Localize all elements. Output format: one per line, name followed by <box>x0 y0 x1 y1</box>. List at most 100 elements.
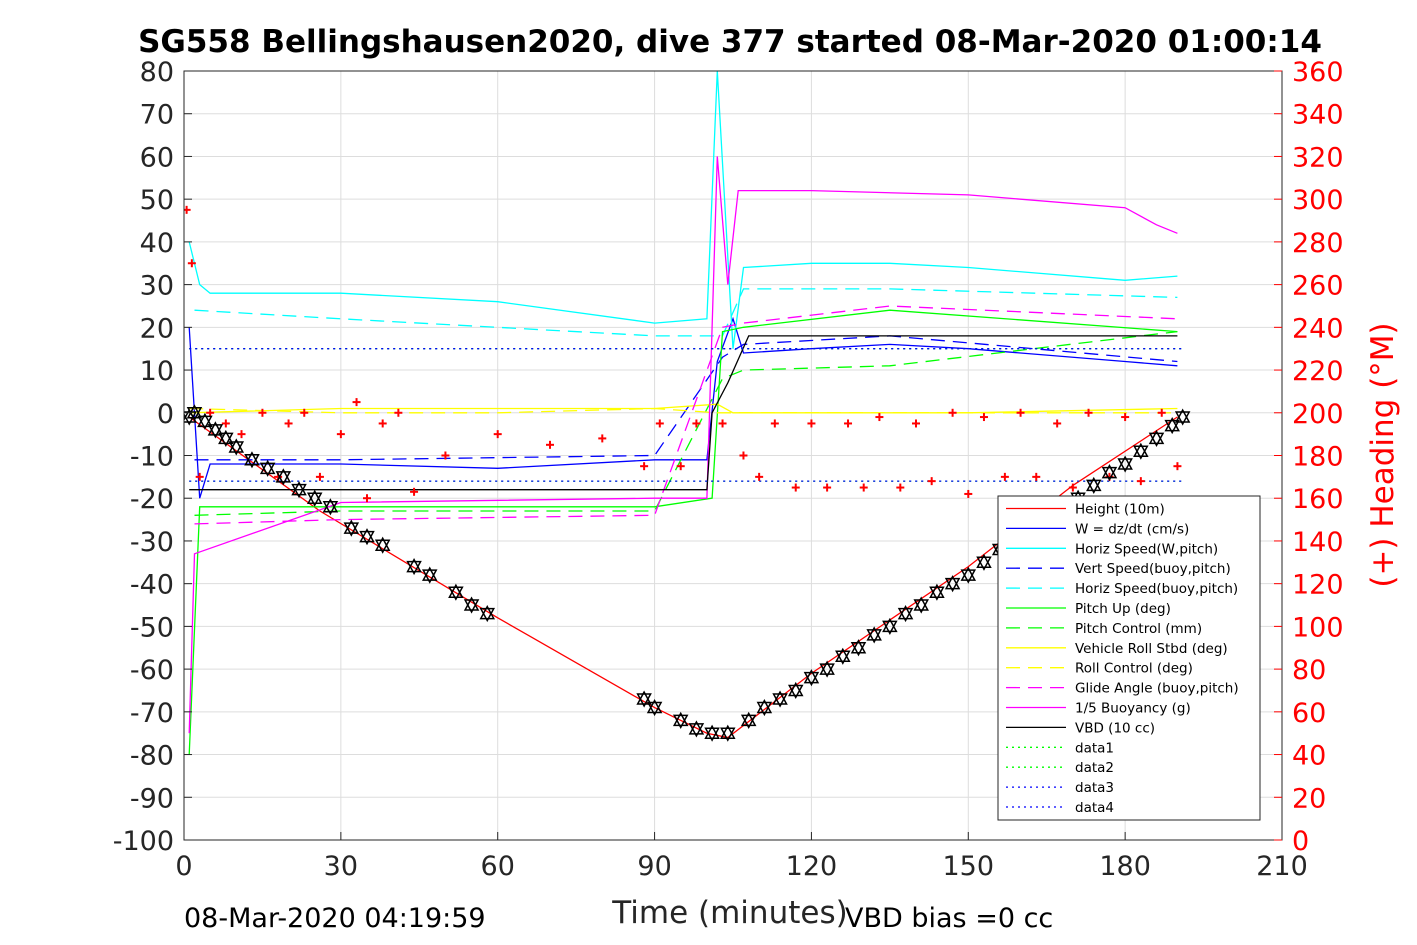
y-right-tick-label: 300 <box>1292 185 1344 216</box>
y-right-tick-label: 20 <box>1292 783 1326 814</box>
depth-point-marker <box>850 639 867 657</box>
depth-point-marker <box>291 481 307 499</box>
depth-point-marker <box>359 528 375 546</box>
depth-point-marker <box>646 698 663 717</box>
y-right-tick-label: 260 <box>1292 271 1344 302</box>
heading-point <box>927 477 936 486</box>
y-axis-right-ticks: 3603403203002802602402202001801601401201… <box>1274 57 1344 857</box>
depth-point-marker <box>259 459 276 477</box>
y-tick-label: 70 <box>140 100 174 131</box>
depth-point-marker <box>479 604 496 623</box>
depth-point-marker <box>1164 417 1180 435</box>
heading-point <box>948 408 957 417</box>
heading-point <box>195 472 204 481</box>
depth-point-marker <box>756 698 773 717</box>
y-tick-label: -40 <box>130 570 174 601</box>
heading-point <box>912 419 920 428</box>
heading-point <box>692 419 701 428</box>
legend-label: Pitch Control (mm) <box>1075 621 1202 637</box>
heading-point <box>875 413 884 422</box>
heading-point <box>640 462 649 471</box>
y-tick-label: 80 <box>140 57 174 88</box>
depth-point-marker <box>672 711 689 729</box>
y-right-tick-label: 120 <box>1292 570 1344 601</box>
legend-label: VBD (10 cc) <box>1075 720 1155 736</box>
legend-label: Roll Control (deg) <box>1075 661 1193 677</box>
heading-point <box>258 408 267 417</box>
depth-point-marker <box>929 583 945 601</box>
heading-point <box>221 419 230 428</box>
heading-point <box>1068 483 1077 492</box>
depth-point-marker <box>976 553 992 571</box>
heading-point <box>1136 477 1145 486</box>
heading-point <box>206 408 215 417</box>
y-right-tick-label: 160 <box>1292 484 1344 515</box>
series-line-pitch-up-deg <box>188 309 1178 755</box>
series-line-1-5-buoyancy-g <box>188 156 1178 734</box>
depth-point-marker <box>1133 442 1149 460</box>
heading-point <box>1084 408 1093 417</box>
x-tick-label: 180 <box>1099 851 1151 882</box>
depth-point-marker <box>819 660 835 678</box>
heading-point <box>410 487 419 496</box>
depth-point-marker <box>882 617 898 635</box>
legend-label: Vehicle Roll Stbd (deg) <box>1075 641 1228 657</box>
depth-point-marker <box>306 489 323 507</box>
heading-point <box>1016 408 1025 417</box>
depth-point-marker <box>636 690 652 708</box>
y-tick-label: 30 <box>140 271 174 302</box>
depth-point-marker <box>944 575 961 593</box>
y-right-tick-label: 220 <box>1292 356 1344 387</box>
depth-point-marker <box>1117 455 1133 473</box>
y-tick-label: -90 <box>130 783 174 814</box>
depth-point-marker <box>1101 464 1118 482</box>
heading-point <box>300 408 309 417</box>
y-right-tick-label: 320 <box>1292 142 1344 173</box>
depth-point-marker <box>448 583 464 601</box>
y-right-tick-label: 240 <box>1292 313 1344 344</box>
legend-label: Horiz Speed(W,pitch) <box>1075 541 1218 557</box>
x-tick-label: 120 <box>786 851 838 882</box>
heading-point <box>1000 472 1009 481</box>
y-tick-label: -50 <box>130 612 174 643</box>
y-right-tick-label: 180 <box>1292 442 1344 473</box>
series-line-horiz-speed-w-pitch <box>188 71 1178 349</box>
depth-point-marker <box>322 498 339 516</box>
y-right-tick-label: 280 <box>1292 228 1344 259</box>
depth-point-marker <box>463 596 480 614</box>
heading-point <box>859 483 868 492</box>
y-right-tick-label: 0 <box>1292 826 1309 857</box>
footer-timestamp: 08-Mar-2020 04:19:59 <box>184 903 486 934</box>
marker-layer <box>184 205 1191 742</box>
depth-point-marker <box>1086 476 1102 494</box>
depth-point-marker <box>720 724 736 742</box>
legend-label: data2 <box>1075 760 1114 776</box>
heading-point <box>896 483 905 492</box>
depth-point-marker <box>421 566 438 584</box>
heading-point <box>378 419 387 428</box>
heading-point <box>284 419 293 428</box>
depth-point-marker <box>704 724 720 742</box>
legend-label: data1 <box>1075 740 1114 756</box>
series-line-glide-angle-buoy-pitch <box>194 305 1178 525</box>
depth-point-marker <box>207 421 224 439</box>
y-right-tick-label: 360 <box>1292 57 1344 88</box>
y-right-tick-label: 340 <box>1292 100 1344 131</box>
heading-point <box>394 408 403 417</box>
depth-point-marker <box>1174 408 1191 426</box>
heading-point <box>187 259 196 268</box>
depth-point-marker <box>688 720 705 738</box>
heading-point <box>1121 413 1130 422</box>
depth-point-marker <box>406 558 422 576</box>
legend-label: Vert Speed(buoy,pitch) <box>1075 561 1231 577</box>
y-right-tick-label: 80 <box>1292 655 1326 686</box>
y-tick-label: -100 <box>113 826 174 857</box>
y-tick-label: 40 <box>140 228 174 259</box>
legend-label: data4 <box>1075 800 1114 816</box>
y-right-tick-label: 200 <box>1292 399 1344 430</box>
legend-label: Glide Angle (buoy,pitch) <box>1075 681 1239 697</box>
heading-point <box>1173 462 1182 471</box>
y-tick-label: 20 <box>140 313 174 344</box>
x-tick-label: 150 <box>943 851 995 882</box>
heading-point <box>441 451 450 460</box>
